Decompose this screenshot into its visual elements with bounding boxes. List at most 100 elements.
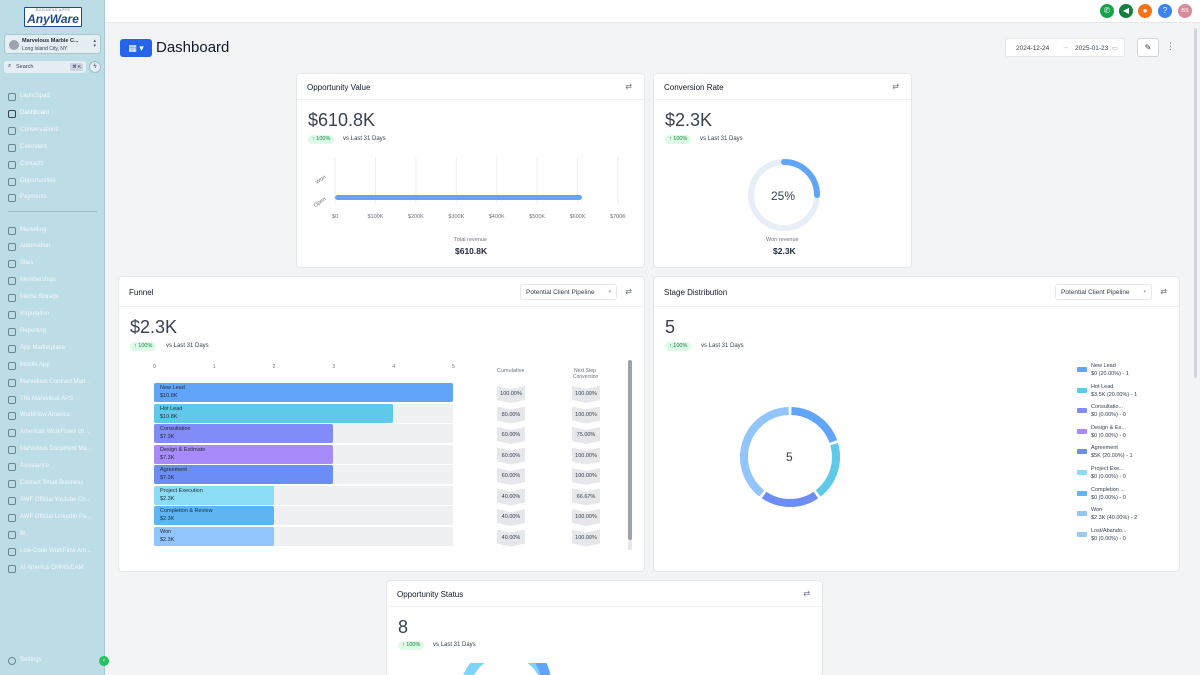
sidebar-item-20[interactable]: Marvelous Document Ma... bbox=[0, 443, 105, 457]
sidebar-item-11[interactable]: Media Storage bbox=[0, 291, 105, 305]
funnel-bar[interactable]: Hot Lead $10.8K bbox=[154, 403, 394, 423]
card-title: Conversion Rate bbox=[664, 83, 724, 92]
funnel-bar[interactable]: Project Execution $2.3K bbox=[154, 485, 274, 505]
sidebar-item-16[interactable]: Marvelous Contract Man... bbox=[0, 376, 105, 390]
sidebar-item-23[interactable]: AWF Official Youtube Ch... bbox=[0, 494, 105, 508]
funnel-bar[interactable]: New Lead $10.8K bbox=[154, 383, 453, 402]
switch-icon[interactable]: ⇄ bbox=[803, 589, 810, 598]
sidebar-item-13[interactable]: Reporting bbox=[0, 325, 105, 339]
legend-value: $0 (0.00%) - 0 bbox=[1091, 474, 1126, 480]
cumulative-percent: 100.00% bbox=[497, 386, 525, 403]
sidebar-item-22[interactable]: Contact Small Business bbox=[0, 477, 105, 491]
total-revenue-label: Total revenue bbox=[454, 237, 488, 243]
switch-icon[interactable]: ⇄ bbox=[1160, 287, 1167, 296]
funnel-stage-amount: $2.3K bbox=[160, 536, 175, 543]
anyware-logo[interactable]: BUSINESS APPS AnyWare bbox=[24, 7, 82, 27]
account-switcher[interactable]: Marvelous Marble C... Long Island City, … bbox=[4, 34, 101, 54]
sidebar-item-7[interactable]: Marketing bbox=[0, 224, 105, 238]
sidebar-item-15[interactable]: Mobile App bbox=[0, 359, 105, 373]
funnel-x-tick: 2 bbox=[272, 364, 276, 370]
switch-icon[interactable]: ⇄ bbox=[892, 82, 899, 91]
sidebar-item-17[interactable]: The Marvelous APS bbox=[0, 393, 105, 407]
nav-item-icon bbox=[8, 110, 16, 118]
sidebar-item-label: Low-Code WorkFlow Am... bbox=[20, 548, 91, 554]
sidebar-item-0[interactable]: Launchpad bbox=[0, 90, 105, 104]
legend-value: $0 (0.00%) - 0 bbox=[1091, 432, 1126, 439]
help-icon[interactable]: ? bbox=[1158, 4, 1172, 18]
sidebar-item-8[interactable]: Automation bbox=[0, 240, 105, 254]
sidebar-item-25[interactable]: BI bbox=[0, 528, 105, 542]
status-arc-partial bbox=[463, 663, 549, 675]
x-tick-label: $100K bbox=[367, 214, 383, 220]
collapse-sidebar-button[interactable]: ‹ bbox=[99, 656, 109, 666]
sidebar-item-12[interactable]: Reputation bbox=[0, 308, 105, 322]
sidebar-item-5[interactable]: Opportunities bbox=[0, 175, 105, 189]
card-title: Opportunity Status bbox=[397, 590, 464, 599]
megaphone-icon[interactable]: ◀ bbox=[1119, 4, 1133, 18]
sidebar-item-26[interactable]: Low-Code WorkFlow Am... bbox=[0, 545, 105, 559]
dashboard-switcher-button[interactable]: ▦ ▾ bbox=[120, 39, 152, 57]
sidebar-item-settings[interactable]: Settings bbox=[0, 654, 105, 668]
sidebar-item-14[interactable]: App Marketplace bbox=[0, 342, 105, 356]
sidebar-item-4[interactable]: Contacts bbox=[0, 158, 105, 172]
sidebar-item-label: AWF Official Youtube Ch... bbox=[20, 497, 91, 503]
legend-swatch bbox=[1077, 408, 1087, 414]
phone-icon[interactable]: ✆ bbox=[1100, 4, 1114, 18]
sidebar-item-3[interactable]: Calendars bbox=[0, 141, 105, 155]
donut-slice[interactable] bbox=[791, 407, 838, 444]
legend-value: $0 (20.00%) - 1 bbox=[1091, 371, 1129, 377]
sidebar-item-9[interactable]: Sites bbox=[0, 257, 105, 271]
funnel-stage-amount: $7.3K bbox=[160, 454, 175, 461]
cumulative-percent: 40.00% bbox=[497, 509, 525, 526]
funnel-bar[interactable]: Agreement $7.3K bbox=[154, 465, 334, 484]
funnel-bar[interactable]: Won $2.3K bbox=[154, 526, 274, 546]
sidebar-item-24[interactable]: AWF Official LinkedIn Pa... bbox=[0, 511, 105, 525]
pipeline-select[interactable]: Potential Client Pipeline ▾ bbox=[1055, 284, 1152, 300]
legend-value: $0 (0.00%) - 0 bbox=[1091, 412, 1126, 419]
nav-item-icon bbox=[8, 311, 16, 319]
pipeline-select[interactable]: Potential Client Pipeline ▾ bbox=[520, 284, 617, 300]
more-options-icon[interactable]: ⋮ bbox=[1166, 41, 1175, 51]
sidebar: BUSINESS APPS AnyWare Marvelous Marble C… bbox=[0, 0, 109, 675]
bar-open[interactable] bbox=[335, 195, 582, 200]
page-scrollbar[interactable] bbox=[1194, 28, 1197, 378]
donut-slice[interactable] bbox=[815, 442, 840, 497]
edit-dashboard-button[interactable]: ✎ bbox=[1137, 38, 1159, 57]
sidebar-item-label: The Marvelous APS bbox=[20, 396, 74, 402]
donut-slice[interactable] bbox=[761, 491, 819, 507]
sidebar-item-6[interactable]: Payments bbox=[0, 191, 105, 205]
funnel-stage-name: Consultation bbox=[160, 426, 191, 432]
sidebar-item-19[interactable]: Americas WorkFlows ch... bbox=[0, 426, 105, 440]
bell-icon[interactable]: ● bbox=[1138, 4, 1152, 18]
funnel-bar[interactable]: Completion & Review $2.3K bbox=[154, 506, 274, 525]
legend-value: $3.5K (20.00%) - 1 bbox=[1091, 391, 1138, 398]
sidebar-item-label: Marketing bbox=[20, 227, 47, 233]
account-location: Long Island City, NY bbox=[22, 46, 68, 52]
funnel-scrollbar[interactable] bbox=[628, 360, 632, 550]
funnel-stage-name: Completion & Review bbox=[160, 508, 213, 514]
switch-icon[interactable]: ⇄ bbox=[625, 287, 632, 296]
funnel-bar[interactable]: Design & Estimate $7.3K bbox=[154, 444, 334, 464]
calendar-icon: ▭ bbox=[1111, 45, 1118, 52]
nav-item-icon bbox=[8, 362, 16, 370]
funnel-bar[interactable]: Consultation $7.3K bbox=[154, 424, 334, 443]
date-range-picker[interactable]: 2024-12-24 → 2025-01-23 ▭ bbox=[1005, 38, 1125, 57]
nav-item-icon bbox=[8, 243, 16, 251]
sidebar-item-10[interactable]: Memberships bbox=[0, 274, 105, 288]
sidebar-item-2[interactable]: Conversations bbox=[0, 124, 105, 138]
sidebar-item-1[interactable]: Dashboard bbox=[0, 107, 105, 121]
legend-name: Won bbox=[1091, 507, 1103, 514]
search-input[interactable]: ⌕ Search ⌘ K bbox=[4, 61, 86, 73]
user-avatar[interactable]: BS bbox=[1178, 4, 1192, 18]
sidebar-item-label: Opportunities bbox=[20, 178, 56, 184]
x-tick-label: $0 bbox=[332, 214, 338, 220]
legend-swatch bbox=[1077, 470, 1087, 475]
sidebar-item-label: Memberships bbox=[20, 277, 57, 283]
donut-slice[interactable] bbox=[740, 407, 789, 497]
sidebar-item-27[interactable]: AI America CMMS/EAM bbox=[0, 562, 105, 576]
quick-action-bolt-icon[interactable]: ϟ bbox=[89, 61, 101, 73]
switch-icon[interactable]: ⇄ bbox=[625, 82, 632, 91]
gauge-value-arc[interactable] bbox=[781, 159, 820, 198]
sidebar-item-18[interactable]: WorkFlow America bbox=[0, 409, 105, 423]
sidebar-item-21[interactable]: Assistance bbox=[0, 460, 105, 474]
